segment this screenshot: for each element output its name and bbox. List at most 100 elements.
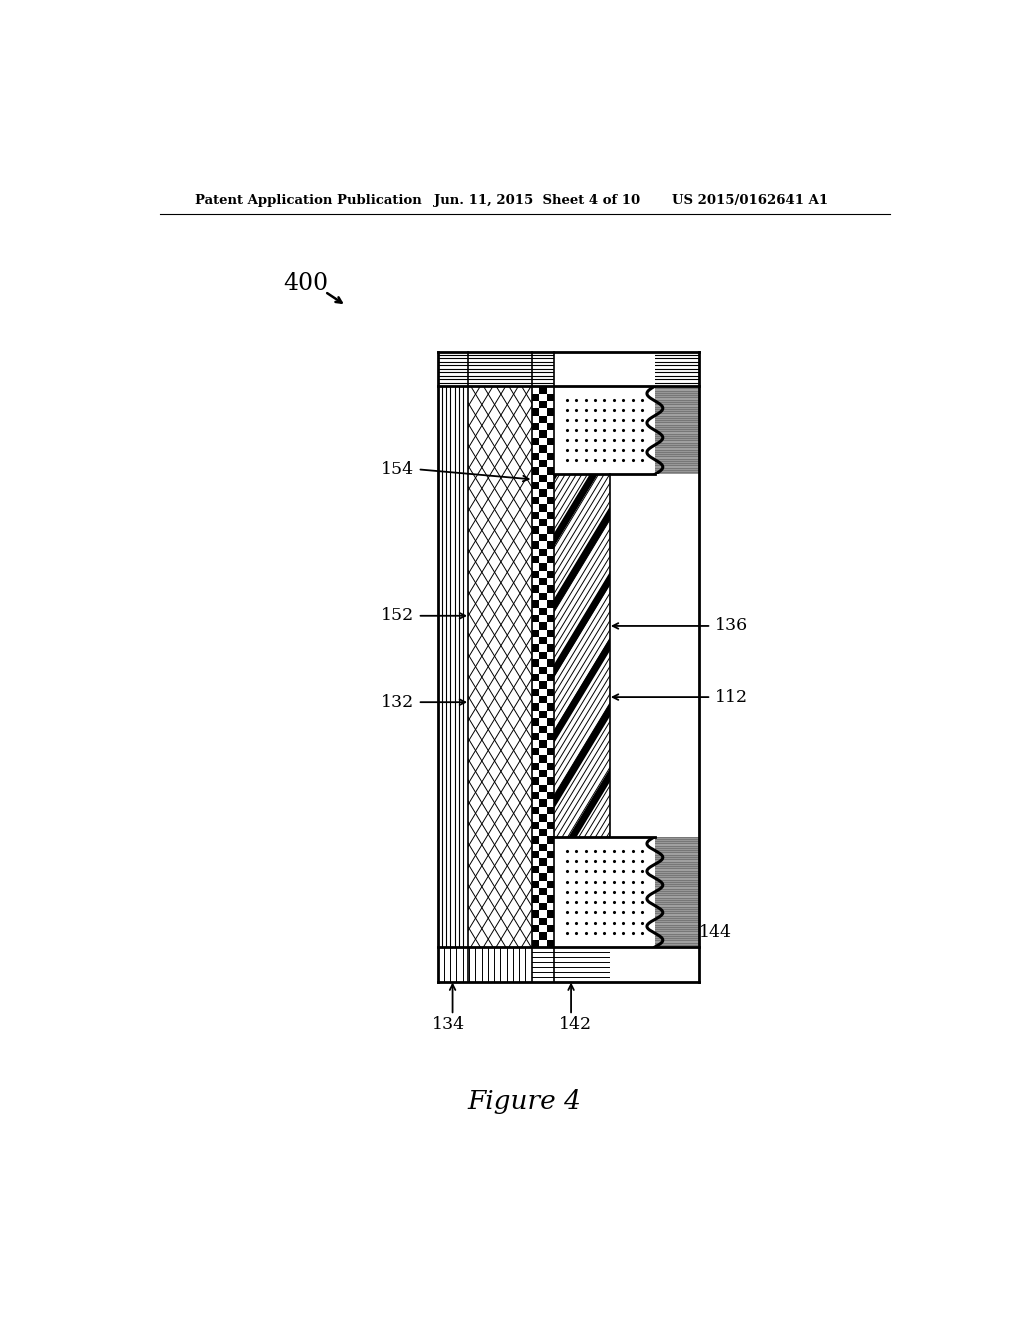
Bar	[547, 401, 554, 408]
Bar	[547, 622, 554, 630]
Bar	[531, 593, 540, 601]
Bar	[531, 644, 540, 652]
Bar	[547, 496, 554, 504]
Bar	[547, 570, 554, 578]
Bar	[531, 837, 540, 843]
Bar	[531, 696, 540, 704]
Text: 154: 154	[381, 461, 414, 478]
Bar	[531, 667, 540, 675]
Bar	[531, 387, 540, 393]
Bar	[531, 504, 540, 512]
Bar	[547, 711, 554, 718]
Bar	[531, 858, 540, 866]
Bar	[547, 527, 554, 533]
Bar	[540, 496, 547, 504]
Bar	[531, 438, 540, 445]
Bar	[547, 940, 554, 946]
Bar	[547, 733, 554, 741]
Bar	[547, 549, 554, 556]
Bar	[547, 438, 554, 445]
Bar	[547, 445, 554, 453]
Text: 142: 142	[558, 1016, 592, 1032]
Bar	[531, 549, 540, 556]
Bar	[547, 416, 554, 424]
Bar	[540, 387, 547, 393]
Bar	[540, 430, 547, 438]
Bar	[547, 475, 554, 482]
Bar	[531, 747, 540, 755]
Bar	[547, 851, 554, 858]
Bar	[540, 895, 547, 903]
Bar	[547, 430, 554, 438]
Bar	[547, 792, 554, 800]
Bar	[531, 424, 540, 430]
Bar	[531, 880, 540, 888]
Bar	[547, 696, 554, 704]
Bar	[547, 829, 554, 837]
Bar	[547, 453, 554, 459]
Bar	[547, 393, 554, 401]
Bar	[540, 512, 547, 519]
Bar	[531, 800, 540, 807]
Text: Figure 4: Figure 4	[468, 1089, 582, 1114]
Bar	[540, 741, 547, 747]
Bar	[540, 416, 547, 424]
Bar	[540, 593, 547, 601]
Bar	[547, 675, 554, 681]
Bar	[547, 903, 554, 909]
Bar	[540, 459, 547, 467]
Bar	[531, 711, 540, 718]
Bar	[547, 763, 554, 770]
Bar	[531, 496, 540, 504]
Bar	[547, 741, 554, 747]
Bar	[540, 755, 547, 763]
Bar	[547, 408, 554, 416]
Bar	[547, 784, 554, 792]
Bar	[547, 704, 554, 711]
Bar	[531, 527, 540, 533]
Bar	[540, 533, 547, 541]
Bar	[540, 903, 547, 909]
Bar	[554, 837, 655, 946]
Bar	[547, 459, 554, 467]
Bar	[547, 726, 554, 733]
Bar	[540, 681, 547, 689]
Bar	[547, 512, 554, 519]
Bar	[531, 843, 540, 851]
Bar	[540, 467, 547, 475]
Bar	[531, 718, 540, 726]
Bar	[547, 770, 554, 777]
Bar	[531, 829, 540, 837]
Bar	[547, 689, 554, 696]
Bar	[540, 622, 547, 630]
Bar	[540, 482, 547, 490]
Bar	[531, 888, 540, 895]
Bar	[547, 601, 554, 607]
Bar	[540, 843, 547, 851]
Bar	[547, 644, 554, 652]
Bar	[540, 438, 547, 445]
Bar	[540, 940, 547, 946]
Bar	[547, 467, 554, 475]
Bar	[540, 667, 547, 675]
Bar	[531, 932, 540, 940]
Bar	[540, 424, 547, 430]
Bar	[531, 792, 540, 800]
Bar	[540, 784, 547, 792]
Bar	[547, 630, 554, 638]
Bar	[547, 807, 554, 814]
Bar	[547, 747, 554, 755]
Bar	[547, 858, 554, 866]
Bar	[547, 424, 554, 430]
Bar	[540, 607, 547, 615]
Bar	[531, 681, 540, 689]
Bar	[547, 755, 554, 763]
Bar	[531, 416, 540, 424]
Bar	[531, 777, 540, 784]
Text: Jun. 11, 2015  Sheet 4 of 10: Jun. 11, 2015 Sheet 4 of 10	[433, 194, 640, 206]
Bar	[540, 564, 547, 570]
Bar	[540, 925, 547, 932]
Bar	[554, 387, 610, 946]
Bar	[531, 940, 540, 946]
Bar	[540, 866, 547, 874]
